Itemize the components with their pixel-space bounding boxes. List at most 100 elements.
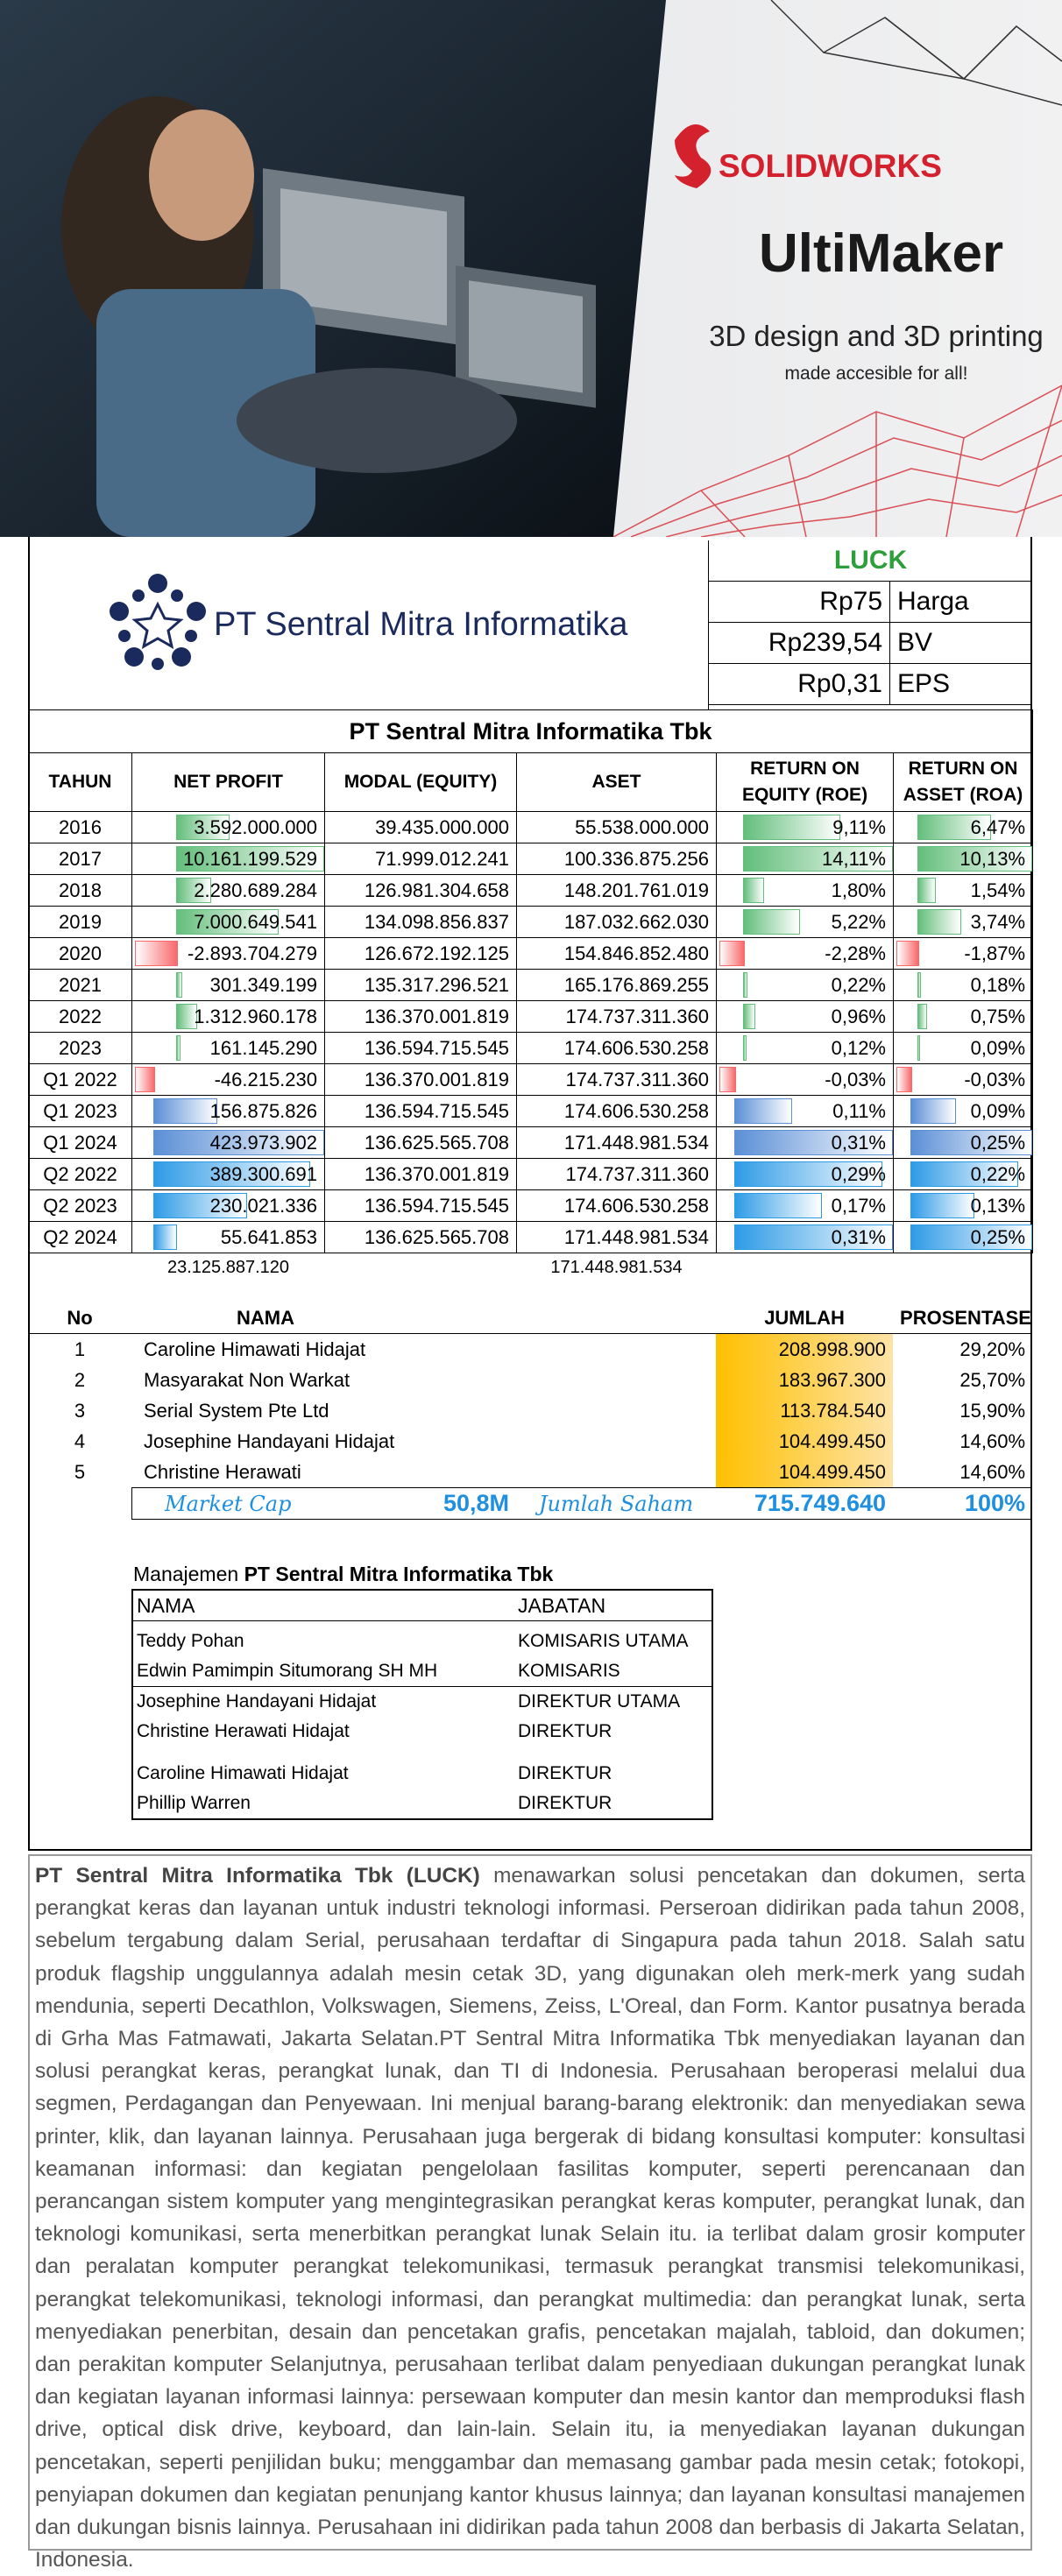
cell: 0,25% [892, 1126, 1034, 1159]
data-row: 2016 3.592.000.000 39.435.000.000 55.538.00… [28, 811, 1034, 843]
cell: 3.592.000.000 [131, 811, 325, 843]
column-header: MODAL (EQUITY) [324, 752, 517, 812]
cell: 1.312.960.178 [131, 1000, 325, 1033]
column-header: JUMLAH [716, 1302, 894, 1334]
person: Christine Herawati Hidajat [137, 1721, 350, 1741]
cell: 9,11% [716, 811, 894, 843]
cell-text: 0,29% [831, 1162, 886, 1185]
cell-text: 7.000.649.541 [194, 910, 317, 933]
stat-row: Rp239,54 BV [709, 622, 1031, 664]
cell-text: 6,47% [970, 815, 1026, 838]
cell: -2.893.704.279 [131, 937, 325, 970]
position: DIREKTUR UTAMA [514, 1686, 712, 1717]
management-row: Christine Herawati Hidajat DIREKTUR [132, 1717, 712, 1747]
data-bar [153, 1224, 178, 1250]
data-bar [910, 1130, 1032, 1155]
cell: 0,11% [716, 1095, 894, 1127]
cell: 0,22% [716, 969, 894, 1001]
cell-text: 187.032.662.030 [563, 910, 709, 933]
shareholder-row: 5 Christine Herawati 104.499.450 14,60% [28, 1457, 1032, 1488]
cell: 2021 [28, 969, 132, 1001]
spacer [29, 1253, 132, 1282]
cell-text: 2017 [59, 847, 102, 870]
cell: 389.300.691 [131, 1158, 325, 1190]
description: PT Sentral Mitra Informatika Tbk (LUCK) … [28, 1854, 1032, 2572]
data-bar [176, 846, 324, 872]
cell-text: 0,18% [970, 973, 1026, 996]
cell: 126.981.304.658 [324, 874, 517, 907]
cell-text: 2023 [59, 1036, 102, 1059]
shareholder-row: 3 Serial System Pte Ltd 113.784.540 15,90% [28, 1395, 1032, 1426]
cell-text: Q2 2023 [43, 1194, 117, 1217]
cell: 126.672.192.125 [324, 937, 517, 970]
stat-value: Rp239,54 [709, 622, 890, 664]
spacer [894, 1253, 1033, 1282]
product: UltiMaker [759, 223, 1003, 284]
data-bar [917, 1004, 928, 1029]
holder-name: Josephine Handayani Hidajat [144, 1429, 395, 1452]
cell-text: 9,11% [832, 815, 886, 838]
cell-text: -2,28% [825, 942, 886, 964]
cell: 136.594.715.545 [324, 1032, 517, 1064]
cell-text: 0,31% [831, 1225, 886, 1248]
cell-text: 136.370.001.819 [364, 1005, 509, 1027]
cell: Q2 2024 [28, 1221, 132, 1253]
cell-text: 136.594.715.545 [364, 1099, 509, 1122]
market-cap-label: Market Cap [131, 1487, 324, 1520]
description-lead: PT Sentral Mitra Informatika Tbk (LUCK) [35, 1864, 480, 1888]
person: Edwin Pamimpin Situmorang SH MH [137, 1661, 438, 1681]
cell-text: 174.606.530.258 [563, 1036, 709, 1059]
cell: 0,22% [892, 1158, 1034, 1190]
data-bar [734, 1130, 893, 1155]
data-bar [734, 1098, 792, 1124]
management-row: Josephine Handayani Hidajat DIREKTUR UTAM… [132, 1686, 712, 1717]
cell-text: 174.737.311.360 [565, 1005, 709, 1027]
holder-percent: 14,60% [959, 1460, 1026, 1483]
cell: 6,47% [892, 811, 1034, 843]
holder-percent: 15,90% [959, 1399, 1026, 1422]
cell-text: Q2 2024 [43, 1225, 117, 1248]
cell: 165.176.869.255 [516, 969, 717, 1001]
cell-text: 2016 [59, 815, 102, 838]
cell-text: 136.594.715.545 [364, 1194, 509, 1217]
cell: -1,87% [892, 937, 1034, 970]
shareholder-row: 1 Caroline Himawati Hidajat 208.998.900 29,… [28, 1333, 1032, 1365]
cell: 0,75% [892, 1000, 1034, 1033]
cell-text: Q1 2024 [43, 1131, 117, 1154]
cell: 0,13% [892, 1189, 1034, 1222]
cell: 136.625.565.708 [324, 1221, 517, 1253]
data-bar [743, 815, 841, 840]
position: DIREKTUR [518, 1793, 612, 1813]
data-bar [917, 1035, 920, 1061]
cell-text: 2021 [59, 973, 102, 996]
stat-value: Rp0,31 [709, 663, 890, 705]
cell: 174.606.530.258 [516, 1095, 717, 1127]
column-header: No [28, 1302, 131, 1334]
cell: 230.021.336 [131, 1189, 325, 1222]
position: KOMISARIS UTAMA [518, 1631, 689, 1651]
data-row: Q1 2024 423.973.902 136.625.565.708 171.448… [28, 1126, 1034, 1159]
holder-shares: 104.499.450 [716, 1426, 894, 1457]
data-bar [176, 878, 211, 903]
holder-name: Serial System Pte Ltd [144, 1399, 329, 1422]
data-bar [734, 1193, 823, 1218]
cell-text: 0,75% [970, 1005, 1026, 1027]
column-header: PROSENTASE [893, 1302, 1033, 1334]
position: KOMISARIS [518, 1661, 620, 1681]
cell-text: 2.280.689.284 [194, 879, 317, 901]
header-row: No NAMA JUMLAH PROSENTASE [28, 1302, 1033, 1334]
data-row: 2022 1.312.960.178 136.370.001.819 174.737.… [28, 1000, 1034, 1033]
cell-text: 0,09% [970, 1036, 1026, 1059]
cell-text: 0,11% [832, 1099, 886, 1122]
cell-text: Q2 2022 [43, 1162, 117, 1185]
stat-label: EPS [889, 663, 1031, 705]
rank: 4 [74, 1429, 86, 1452]
data-bar [743, 846, 893, 872]
cell: 174.606.530.258 [516, 1189, 717, 1222]
shareholder-row: 4 Josephine Handayani Hidajat 104.499.450 1… [28, 1426, 1032, 1457]
stat-value: Rp75 [709, 582, 890, 623]
stats-table: Rp75 Harga Rp239,54 BV Rp0,31 EPS [709, 582, 1031, 705]
person: Phillip Warren [137, 1793, 251, 1813]
cell-text: 10,13% [959, 847, 1026, 870]
